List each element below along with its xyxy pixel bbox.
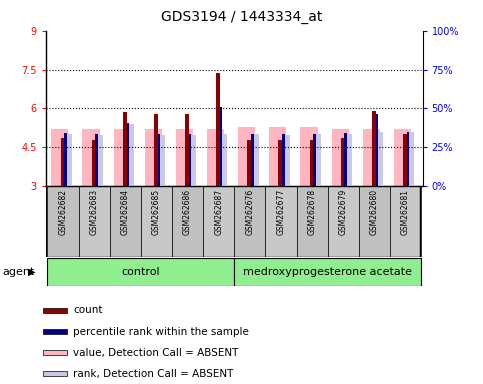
Bar [221, 134, 227, 186]
Bar [51, 129, 69, 186]
Bar [185, 114, 189, 186]
Bar [344, 133, 347, 186]
Bar [372, 111, 376, 186]
Bar [95, 134, 98, 186]
Text: ▶: ▶ [28, 266, 36, 277]
Bar [314, 134, 321, 186]
Text: GDS3194 / 1443334_at: GDS3194 / 1443334_at [161, 10, 322, 23]
Bar [145, 129, 162, 186]
Text: rank, Detection Call = ABSENT: rank, Detection Call = ABSENT [73, 369, 234, 379]
Text: GSM262682: GSM262682 [58, 189, 68, 235]
Bar [270, 127, 286, 186]
Bar [376, 114, 378, 186]
Text: GSM262684: GSM262684 [121, 189, 130, 235]
Text: GSM262687: GSM262687 [214, 189, 223, 235]
Text: GSM262679: GSM262679 [339, 189, 348, 235]
Bar [346, 134, 352, 186]
Bar [407, 132, 409, 186]
Text: control: control [122, 266, 160, 277]
Bar [251, 134, 254, 186]
Bar [60, 138, 64, 186]
Text: GSM262681: GSM262681 [401, 189, 410, 235]
Bar [408, 132, 414, 186]
Bar [47, 186, 79, 257]
Text: GSM262676: GSM262676 [245, 189, 255, 235]
Bar [377, 132, 383, 186]
Text: GSM262685: GSM262685 [152, 189, 161, 235]
Bar [341, 138, 344, 186]
Bar [238, 127, 256, 186]
Bar [43, 350, 67, 355]
Bar [64, 133, 67, 186]
Bar [282, 134, 284, 186]
Bar [390, 186, 421, 257]
Bar [300, 127, 317, 186]
Bar [157, 134, 160, 186]
Bar [403, 134, 407, 186]
Bar [284, 135, 290, 186]
Bar [331, 129, 349, 186]
Bar [79, 186, 110, 257]
Bar [234, 258, 421, 286]
Text: GSM262677: GSM262677 [276, 189, 285, 235]
Bar [190, 135, 196, 186]
Bar [83, 129, 99, 186]
Bar [159, 135, 165, 186]
Text: GSM262680: GSM262680 [370, 189, 379, 235]
Bar [172, 186, 203, 257]
Bar [47, 258, 234, 286]
Text: GSM262686: GSM262686 [183, 189, 192, 235]
Text: agent: agent [2, 266, 35, 277]
Bar [154, 114, 157, 186]
Bar [189, 134, 191, 186]
Bar [43, 371, 67, 376]
Bar [265, 186, 297, 257]
Text: medroxyprogesterone acetate: medroxyprogesterone acetate [243, 266, 412, 277]
Bar [359, 186, 390, 257]
Bar [92, 140, 95, 186]
Bar [279, 140, 282, 186]
Bar [220, 107, 223, 186]
Bar [363, 129, 380, 186]
Bar [394, 129, 411, 186]
Bar [234, 186, 265, 257]
Bar [127, 123, 129, 186]
Bar [247, 140, 251, 186]
Bar [141, 186, 172, 257]
Bar [43, 308, 67, 313]
Bar [313, 134, 316, 186]
Bar [216, 73, 220, 186]
Text: value, Detection Call = ABSENT: value, Detection Call = ABSENT [73, 348, 239, 358]
Bar [123, 113, 127, 186]
Bar [310, 140, 313, 186]
Bar [176, 129, 193, 186]
Bar [207, 129, 224, 186]
Bar [203, 186, 234, 257]
Bar [114, 129, 131, 186]
Bar [327, 186, 359, 257]
Text: count: count [73, 305, 103, 315]
Text: GSM262683: GSM262683 [90, 189, 99, 235]
Bar [43, 329, 67, 334]
Bar [297, 186, 327, 257]
Bar [252, 134, 258, 186]
Bar [128, 124, 134, 186]
Bar [97, 135, 103, 186]
Text: GSM262678: GSM262678 [308, 189, 316, 235]
Text: percentile rank within the sample: percentile rank within the sample [73, 326, 249, 336]
Bar [110, 186, 141, 257]
Bar [66, 134, 72, 186]
